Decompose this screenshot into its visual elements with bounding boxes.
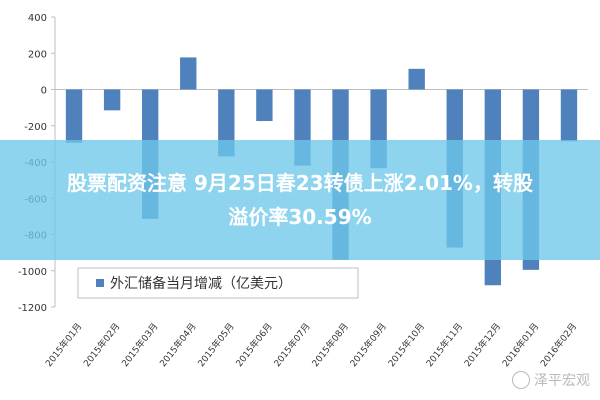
headline-line-2: 溢价率30.59% bbox=[228, 205, 372, 229]
legend-label: 外汇储备当月增减（亿美元） bbox=[110, 275, 292, 292]
y-tick-label: 200 bbox=[28, 49, 47, 60]
bar bbox=[180, 57, 197, 90]
watermark: 泽平宏观 bbox=[512, 370, 590, 390]
headline-banner: 股票配资注意 9月25日春23转债上涨2.01%，转股 溢价率30.59% bbox=[0, 140, 600, 260]
y-tick-label: -1200 bbox=[18, 303, 47, 314]
bar bbox=[256, 89, 273, 122]
headline-line-1: 股票配资注意 9月25日春23转债上涨2.01%，转股 bbox=[67, 171, 533, 195]
legend-swatch bbox=[96, 279, 104, 287]
y-tick-label: 0 bbox=[41, 86, 47, 97]
legend: 外汇储备当月增减（亿美元） bbox=[77, 267, 359, 299]
y-tick-label: -1000 bbox=[18, 267, 47, 278]
legend-box bbox=[77, 267, 359, 299]
y-tick-label: 400 bbox=[28, 13, 47, 24]
bar bbox=[218, 89, 235, 157]
bar bbox=[408, 68, 425, 90]
bar bbox=[65, 89, 83, 143]
bar bbox=[560, 89, 578, 142]
watermark-icon bbox=[512, 371, 530, 389]
bar bbox=[103, 89, 121, 111]
watermark-text: 泽平宏观 bbox=[534, 373, 590, 389]
y-tick-label: -200 bbox=[24, 122, 47, 133]
